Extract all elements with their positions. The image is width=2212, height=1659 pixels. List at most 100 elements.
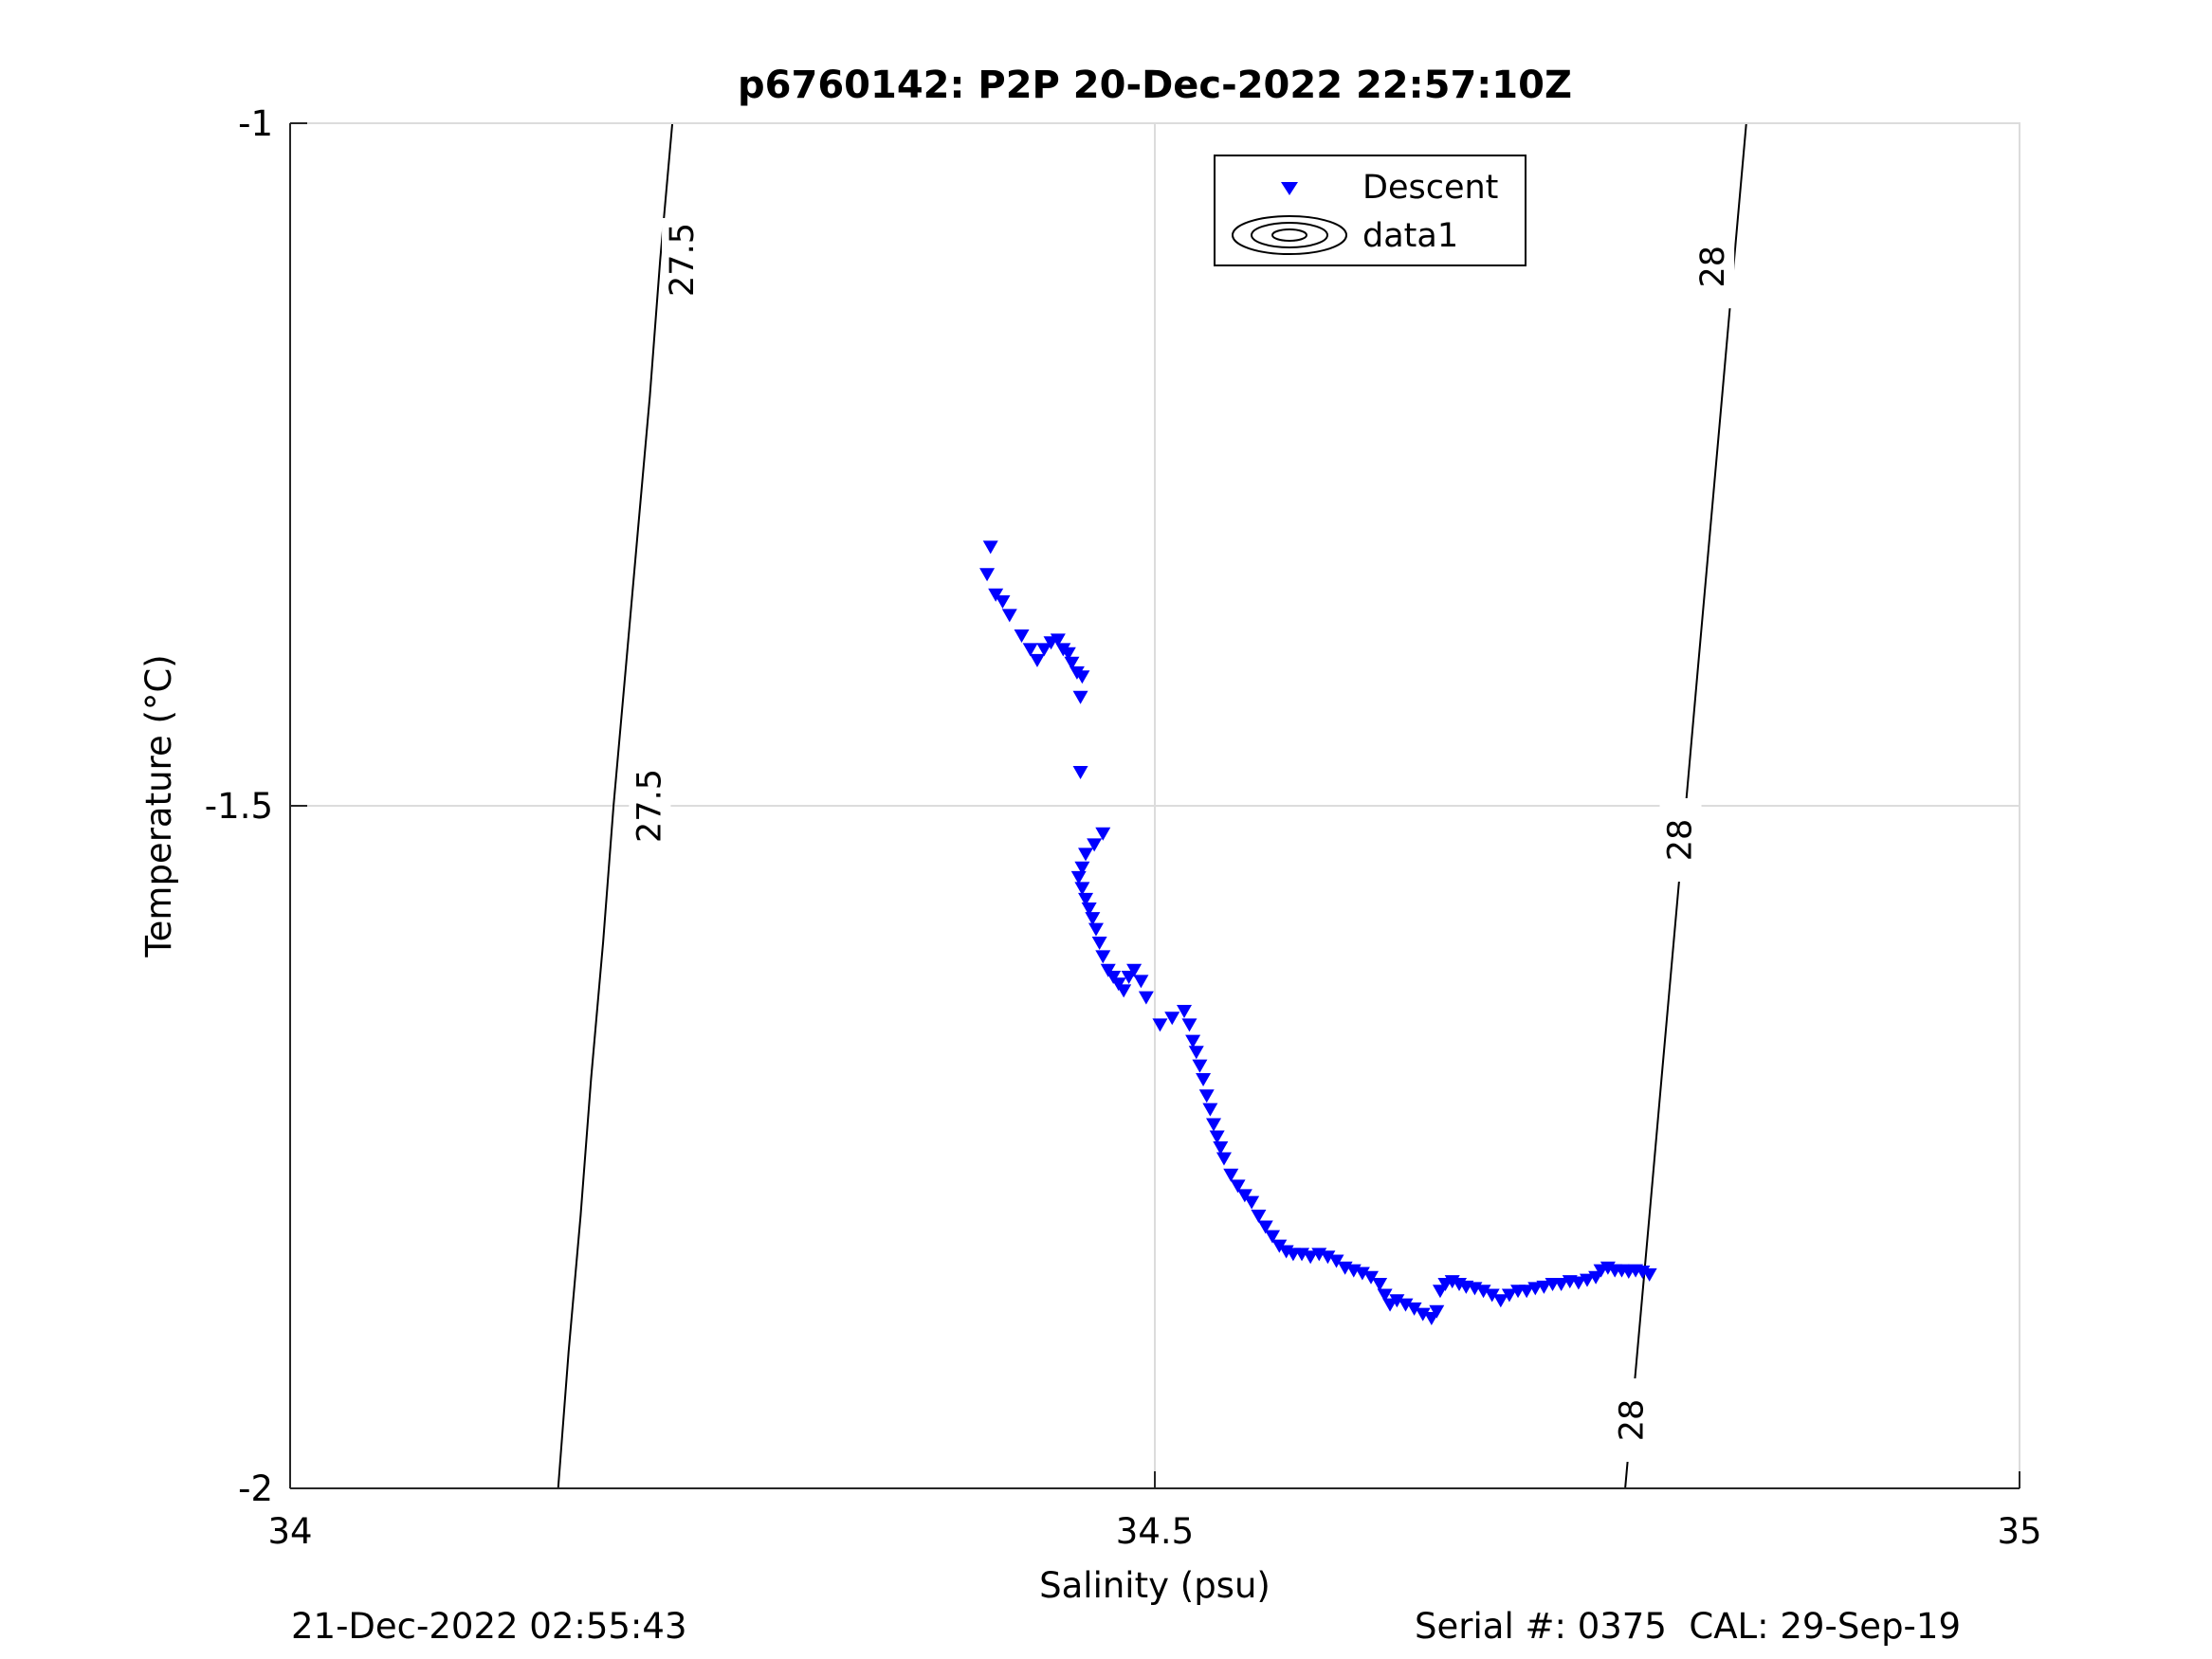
descent-point <box>1553 1278 1569 1291</box>
descent-point <box>1029 653 1045 667</box>
descent-point <box>1081 902 1097 916</box>
descent-point <box>1185 1034 1201 1048</box>
descent-point <box>1536 1280 1552 1294</box>
descent-point <box>1126 963 1143 977</box>
descent-point <box>1363 1270 1379 1285</box>
descent-point <box>1088 922 1104 937</box>
descent-point <box>1074 882 1090 896</box>
descent-point <box>1022 643 1038 657</box>
descent-point <box>1484 1288 1500 1303</box>
descent-point <box>1415 1307 1431 1322</box>
descent-point <box>1223 1168 1239 1182</box>
descent-point <box>1303 1250 1319 1265</box>
descent-point <box>1078 848 1094 862</box>
descent-point <box>1095 827 1111 841</box>
descent-point <box>1492 1294 1508 1308</box>
descent-point <box>1475 1285 1491 1299</box>
descent-point <box>1074 670 1090 684</box>
descent-point <box>1236 1189 1252 1203</box>
descent-point <box>1271 1239 1288 1253</box>
contour-label-28-2: 28 <box>1694 246 1732 288</box>
legend-contour-icon <box>1232 215 1347 255</box>
descent-point <box>1087 838 1103 852</box>
descent-point <box>1138 991 1154 1005</box>
descent-point <box>1192 1059 1208 1073</box>
descent-point <box>1328 1254 1344 1268</box>
descent-point <box>1181 1018 1197 1032</box>
x-tick-label: 34 <box>267 1511 312 1552</box>
descent-point <box>1072 766 1088 779</box>
descent-point <box>995 595 1011 609</box>
y-axis-label: Temperature (°C) <box>138 654 179 957</box>
descent-point <box>1580 1273 1595 1287</box>
contour-labels: 27.5 27.5 28 28 28 <box>629 218 1735 1462</box>
descent-point <box>1429 1304 1445 1319</box>
descent-point <box>1320 1250 1336 1265</box>
descent-point <box>1100 963 1116 977</box>
footer-timestamp: 21-Dec-2022 02:55:43 <box>291 1606 686 1647</box>
descent-point <box>1257 1220 1273 1234</box>
y-tick-label: -1.5 <box>205 786 273 827</box>
x-axis-label: Salinity (psu) <box>1039 1565 1271 1606</box>
descent-point <box>1230 1179 1246 1194</box>
descent-point <box>1110 977 1126 992</box>
descent-point <box>982 540 998 555</box>
descent-point <box>1216 1152 1232 1166</box>
descent-point <box>1213 1141 1229 1155</box>
tick-labels: 34 34.5 35 -1 -1.5 -2 <box>205 103 2042 1552</box>
descent-point <box>1164 1012 1180 1026</box>
descent-point <box>1078 892 1094 906</box>
descent-point <box>1406 1302 1422 1316</box>
descent-point <box>1188 1046 1204 1060</box>
contour-label-28-0: 28 <box>1613 1399 1651 1442</box>
descent-point <box>1085 912 1101 926</box>
descent-point <box>1091 937 1107 950</box>
descent-point <box>1106 971 1122 984</box>
descent-point <box>1244 1195 1260 1210</box>
legend-entry-data1: data1 <box>1362 217 1458 255</box>
contour-label-27-5-0: 27.5 <box>631 769 668 843</box>
legend-entry-descent: Descent <box>1362 169 1498 207</box>
contour-label-bg <box>1611 1378 1654 1462</box>
descent-point <box>1152 1018 1168 1032</box>
descent-point <box>1060 647 1076 661</box>
descent-point <box>1398 1298 1414 1312</box>
contour-label-bg <box>662 218 704 301</box>
descent-point <box>1251 1210 1267 1223</box>
contour-label-28-1: 28 <box>1661 819 1699 862</box>
descent-point <box>1116 984 1132 998</box>
descent-point <box>1074 861 1090 875</box>
descent-point <box>1372 1278 1388 1291</box>
descent-point <box>1209 1130 1225 1144</box>
chart-title: p6760142: P2P 20-Dec-2022 22:57:10Z <box>738 64 1572 107</box>
descent-points <box>979 540 1657 1325</box>
y-tick-label: -1 <box>238 103 273 144</box>
descent-point <box>1377 1288 1393 1303</box>
descent-point <box>1202 1103 1218 1117</box>
descent-point <box>1177 1005 1193 1018</box>
descent-point <box>1070 870 1087 884</box>
descent-point <box>1050 633 1066 647</box>
descent-point <box>988 588 1004 602</box>
x-tick-label: 34.5 <box>1116 1511 1194 1552</box>
descent-point <box>1095 950 1111 964</box>
contour-label-27-5-1: 27.5 <box>664 223 702 297</box>
descent-point <box>1354 1267 1370 1281</box>
descent-point <box>1072 690 1088 704</box>
descent-point <box>1133 975 1149 989</box>
descent-point <box>1641 1267 1657 1282</box>
descent-point <box>1519 1285 1535 1299</box>
descent-point <box>1570 1276 1586 1290</box>
descent-point <box>1389 1294 1405 1308</box>
contour-label-bg <box>629 764 671 848</box>
descent-point <box>1501 1288 1517 1303</box>
descent-point <box>1198 1089 1215 1103</box>
legend-box <box>1214 155 1526 266</box>
descent-point <box>979 568 996 582</box>
y-tick-label: -2 <box>238 1468 273 1509</box>
footer-serial-cal: Serial #: 0375 CAL: 29-Sep-19 <box>1415 1606 1961 1647</box>
descent-point <box>1196 1073 1212 1086</box>
descent-point <box>1064 656 1080 670</box>
legend-descent-marker <box>1281 182 1298 195</box>
